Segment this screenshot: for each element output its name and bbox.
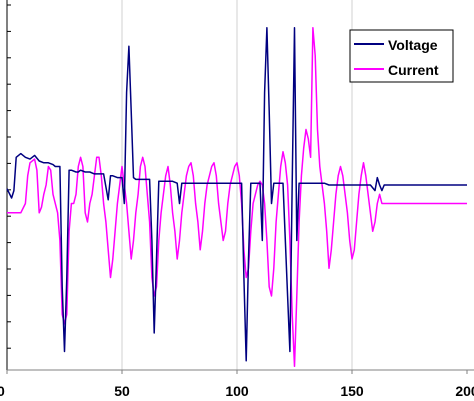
left-axis-ticks — [7, 4, 11, 349]
x-tick-label-0: 0 — [0, 383, 5, 399]
legend: Voltage Current — [349, 29, 454, 83]
x-tick-label-200: 200 — [455, 383, 474, 399]
legend-box — [349, 29, 454, 83]
series-line-voltage — [6, 27, 467, 362]
axes — [6, 0, 474, 371]
legend-label-current: Current — [388, 62, 439, 78]
series-lines — [6, 27, 467, 368]
x-tick-labels: 0 50 100 150 200 — [0, 383, 474, 399]
x-tick-label-100: 100 — [225, 383, 249, 399]
series-line-current — [7, 27, 467, 368]
x-tick-label-50: 50 — [114, 383, 130, 399]
legend-label-voltage: Voltage — [388, 37, 438, 53]
x-tick-label-150: 150 — [340, 383, 364, 399]
